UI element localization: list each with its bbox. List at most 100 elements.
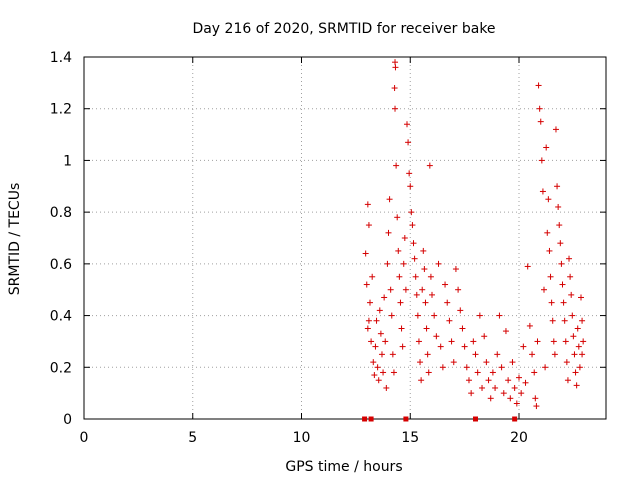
zero-marker: [512, 416, 518, 422]
data-point: [383, 384, 390, 391]
data-point: [476, 312, 483, 319]
data-point: [376, 307, 383, 314]
data-point: [516, 374, 522, 381]
data-point: [410, 240, 417, 247]
data-point: [544, 229, 551, 236]
data-point: [550, 338, 557, 345]
data-point: [400, 260, 407, 267]
data-point: [509, 359, 516, 366]
data-point: [524, 263, 531, 270]
data-point: [372, 343, 379, 350]
plot-frame: [83, 56, 607, 420]
data-point: [365, 317, 372, 324]
data-point: [367, 299, 374, 306]
data-point: [498, 364, 505, 371]
data-point: [423, 325, 430, 332]
data-point: [551, 351, 558, 358]
data-point: [419, 286, 426, 293]
data-point: [579, 351, 586, 358]
data-point: [559, 281, 566, 288]
data-point: [422, 299, 429, 306]
data-point: [394, 214, 401, 221]
data-point: [389, 351, 396, 358]
data-point: [576, 364, 583, 371]
data-point: [405, 139, 412, 146]
data-point: [426, 162, 433, 169]
data-point: [546, 247, 553, 254]
data-point: [373, 317, 380, 324]
data-point: [414, 312, 421, 319]
y-axis-ticks: 0 0.2 0.4 0.6 0.8 1 1.2 1.4: [50, 50, 606, 428]
data-point: [558, 260, 565, 267]
data-point: [522, 379, 529, 386]
data-point: [446, 317, 453, 324]
data-point: [452, 266, 459, 273]
data-point: [534, 338, 541, 345]
zero-marker: [473, 416, 478, 422]
zero-marker: [362, 416, 368, 422]
data-point: [548, 299, 555, 306]
y-axis-label: SRMTID / TECUs: [7, 183, 23, 296]
data-point: [413, 291, 420, 298]
data-point: [377, 330, 384, 337]
y-tick-label: 0.8: [50, 205, 72, 221]
data-point: [545, 196, 552, 203]
data-point: [574, 325, 581, 332]
data-point: [417, 359, 424, 366]
data-point: [425, 369, 432, 376]
data-point: [435, 260, 442, 267]
data-point: [386, 196, 393, 203]
data-point: [577, 294, 584, 301]
data-point: [494, 351, 501, 358]
data-point: [537, 118, 544, 125]
data-point: [489, 369, 496, 376]
data-point: [571, 351, 578, 358]
data-point: [474, 369, 481, 376]
data-point: [381, 294, 388, 301]
data-point: [395, 247, 402, 254]
data-point: [463, 364, 470, 371]
data-point: [402, 286, 409, 293]
data-point: [539, 188, 546, 195]
data-point: [388, 312, 395, 319]
x-tick-label: 0: [80, 430, 89, 446]
data-point: [365, 222, 372, 229]
data-point: [470, 338, 477, 345]
data-point: [552, 126, 559, 133]
data-point: [420, 247, 427, 254]
data-point: [424, 351, 431, 358]
data-point: [391, 85, 398, 92]
data-point: [580, 338, 587, 345]
data-point: [461, 343, 468, 350]
data-point: [507, 395, 514, 402]
data-point: [392, 59, 399, 66]
data-point: [401, 235, 408, 241]
data-point: [364, 325, 371, 332]
data-point: [563, 359, 570, 366]
grid-lines: [84, 57, 606, 419]
x-tick-label: 10: [293, 430, 311, 446]
data-point: [500, 390, 507, 397]
data-point: [378, 351, 385, 358]
y-tick-label: 1.2: [50, 102, 72, 118]
data-point: [572, 369, 579, 376]
data-point: [566, 255, 573, 262]
x-axis-label: GPS time / hours: [285, 459, 402, 475]
data-point: [496, 312, 503, 319]
data-point: [532, 395, 539, 402]
data-point: [450, 359, 457, 366]
data-point: [370, 359, 377, 366]
data-point: [403, 121, 410, 128]
data-point: [487, 395, 494, 402]
data-point: [396, 273, 403, 280]
data-point: [561, 317, 568, 324]
data-point: [505, 377, 512, 384]
data-point: [364, 201, 371, 208]
data-point: [382, 338, 389, 345]
data-point: [393, 162, 400, 169]
data-point: [465, 377, 472, 384]
data-point: [547, 273, 554, 280]
data-point: [556, 222, 563, 229]
data-point: [549, 317, 556, 324]
data-point: [369, 273, 376, 280]
